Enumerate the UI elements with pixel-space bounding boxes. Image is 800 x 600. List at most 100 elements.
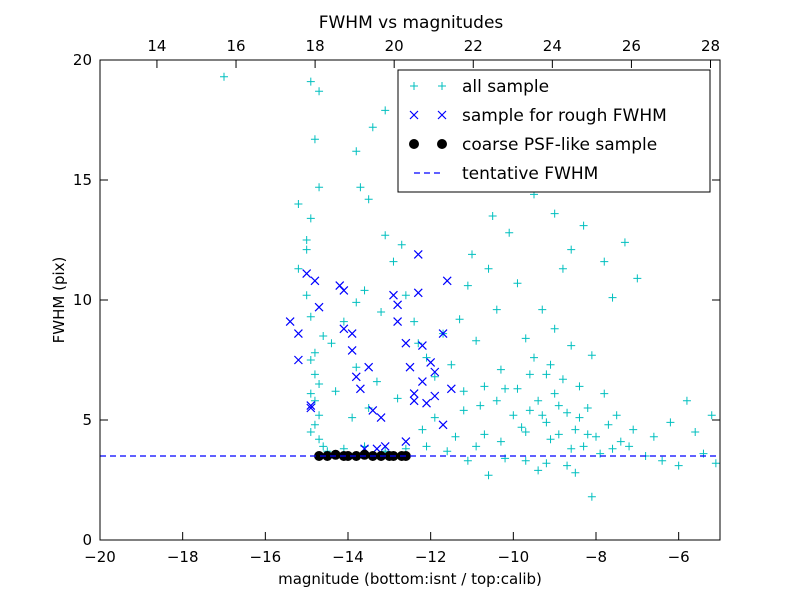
- data-point: [330, 449, 341, 460]
- data-point: [310, 348, 319, 357]
- data-point: [438, 420, 448, 430]
- data-point: [579, 221, 588, 230]
- data-point: [364, 362, 374, 372]
- data-point: [314, 302, 324, 312]
- legend-marker: [437, 139, 447, 149]
- data-point: [306, 312, 315, 321]
- data-point: [393, 394, 402, 403]
- data-point: [327, 339, 336, 348]
- data-point: [554, 430, 563, 439]
- data-point: [567, 245, 576, 254]
- data-point: [501, 384, 510, 393]
- data-point: [352, 147, 361, 156]
- data-point: [488, 212, 497, 220]
- x-tick-label: −10: [498, 548, 530, 566]
- data-point: [389, 257, 398, 266]
- data-point: [430, 391, 440, 401]
- data-point: [463, 281, 472, 290]
- y-tick-label: 15: [73, 171, 92, 189]
- data-point: [666, 418, 675, 427]
- series-0: [220, 72, 720, 501]
- data-point: [310, 420, 319, 429]
- legend-marker: [437, 110, 447, 120]
- data-point: [583, 430, 592, 439]
- data-point: [426, 357, 436, 367]
- data-point: [542, 370, 551, 379]
- data-point: [422, 442, 431, 451]
- x-tick-label: −12: [415, 548, 447, 566]
- data-point: [558, 375, 567, 384]
- data-point: [351, 372, 361, 382]
- legend: all sample sample for rough FWHM coarse PS…: [397, 69, 711, 193]
- data-point: [381, 231, 390, 240]
- legend-box: [397, 69, 711, 193]
- data-point: [538, 305, 547, 314]
- data-point: [405, 362, 415, 372]
- data-point: [633, 274, 642, 283]
- data-point: [587, 351, 596, 360]
- legend-entry: tentative FWHM: [414, 164, 598, 184]
- data-point: [380, 441, 390, 451]
- data-point: [294, 264, 303, 273]
- data-point: [381, 106, 390, 115]
- data-point: [401, 338, 411, 348]
- data-point: [649, 432, 658, 441]
- y-tick-label: 20: [73, 51, 92, 69]
- data-point: [608, 444, 617, 453]
- x-tick-label: −14: [332, 548, 364, 566]
- x-tick-label: −8: [585, 548, 607, 566]
- data-point: [534, 396, 543, 405]
- data-point: [393, 300, 403, 310]
- x-axis-label: magnitude (bottom:isnt / top:calib): [278, 570, 542, 588]
- data-point: [587, 492, 596, 501]
- y-tick-label: 5: [82, 411, 92, 429]
- data-point: [525, 370, 534, 379]
- top-tick-label: 16: [226, 37, 245, 55]
- top-tick-label: 26: [622, 37, 641, 55]
- data-point: [377, 308, 386, 316]
- top-tick-label: 28: [701, 37, 720, 55]
- data-point: [352, 363, 361, 372]
- data-point: [310, 135, 319, 144]
- x-tick-label: −18: [167, 548, 199, 566]
- x-tick-label: −20: [84, 548, 116, 566]
- data-point: [480, 382, 489, 391]
- data-point: [546, 435, 555, 444]
- data-point: [513, 384, 522, 393]
- data-point: [446, 384, 456, 394]
- data-point: [430, 372, 439, 381]
- data-point: [352, 298, 361, 307]
- series-1: [285, 249, 456, 454]
- data-point: [339, 285, 349, 295]
- data-point: [463, 456, 472, 465]
- data-point: [480, 430, 489, 439]
- data-point: [310, 370, 319, 379]
- data-point: [410, 317, 419, 326]
- data-point: [517, 423, 526, 432]
- legend-entry: coarse PSF-like sample: [409, 135, 657, 155]
- data-point: [571, 468, 580, 477]
- data-point: [413, 249, 423, 259]
- data-point: [397, 240, 406, 249]
- data-point: [306, 401, 316, 411]
- data-point: [339, 324, 349, 334]
- data-point: [306, 403, 316, 413]
- data-point: [459, 406, 468, 415]
- data-point: [600, 389, 609, 398]
- data-point: [401, 437, 411, 447]
- data-point: [409, 389, 419, 399]
- data-point: [521, 334, 530, 343]
- data-point: [521, 428, 530, 436]
- data-point: [575, 413, 584, 422]
- data-point: [293, 329, 303, 339]
- data-point: [484, 264, 493, 273]
- data-point: [368, 123, 377, 132]
- data-point: [459, 387, 468, 396]
- data-point: [472, 442, 481, 451]
- data-point: [484, 471, 493, 480]
- top-tick-label: 18: [306, 37, 325, 55]
- data-point: [368, 405, 378, 415]
- data-point: [294, 200, 303, 208]
- data-point: [347, 329, 357, 339]
- data-point: [492, 305, 501, 314]
